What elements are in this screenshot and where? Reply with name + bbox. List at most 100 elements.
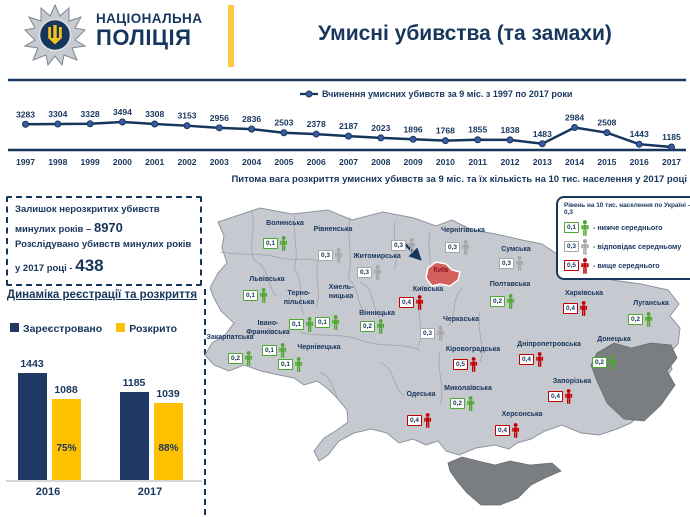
person-icon [279, 343, 287, 358]
person-icon [581, 238, 589, 255]
region-marker: 0,3 [499, 256, 524, 271]
region-label: Полтавська [489, 281, 531, 288]
svg-text:2956: 2956 [210, 113, 229, 123]
region-marker: 0,2 [628, 312, 653, 327]
svg-text:2023: 2023 [371, 123, 390, 133]
unsolved-line1-value: 8970 [93, 219, 123, 235]
region-marker: 0,4 [495, 423, 520, 438]
map-legend-title: Рівень на 10 тис. населення по Україні –… [564, 202, 690, 216]
legend-registered: Зареєстровано [10, 323, 102, 335]
svg-text:2014: 2014 [565, 157, 584, 167]
solved-swatch [116, 323, 126, 332]
person-icon [295, 357, 303, 372]
svg-text:2013: 2013 [533, 157, 552, 167]
solved-percent-label: 75% [56, 443, 77, 454]
svg-text:2001: 2001 [145, 157, 164, 167]
person-icon [424, 413, 432, 428]
person-icon [332, 315, 340, 330]
svg-text:3308: 3308 [145, 109, 164, 119]
map-legend-item: 0,3 - відповідає середньому [564, 237, 690, 256]
region-label: Черкаська [442, 316, 480, 323]
region-marker: 0,4 [548, 389, 573, 404]
region-label: Харківська [564, 290, 604, 297]
unsolved-line2-text: Розслідувано убивств минулих років у 201… [15, 238, 192, 274]
person-icon [470, 357, 478, 372]
trend-chart: Вчинення умисних убивств за 9 міс. з 199… [8, 78, 686, 167]
region-marker: 0,4 [519, 352, 544, 367]
legend-solved: Розкрито [116, 323, 177, 335]
person-icon [377, 319, 385, 334]
region-label: Луганська [633, 300, 669, 307]
bar-year-label: 2017 [137, 486, 163, 498]
svg-text:1997: 1997 [16, 157, 35, 167]
region-marker: 0,4 [563, 301, 588, 316]
person-icon [374, 265, 382, 280]
map-legend-item: 0,1 - нижче середнього [564, 218, 690, 237]
svg-text:1768: 1768 [436, 126, 455, 136]
bar-chart-plot: 1443 75% 1088 1185 88% 1039 [6, 350, 202, 482]
region-marker: 0,3 [420, 326, 445, 341]
region-label: Терно- пільська [283, 290, 315, 306]
registered-swatch [10, 323, 19, 332]
svg-text:2010: 2010 [436, 157, 455, 167]
svg-text:2017: 2017 [662, 157, 681, 167]
bar-value-label: 1088 [54, 384, 78, 396]
svg-text:2836: 2836 [242, 114, 261, 124]
region-marker: 0,2 [592, 355, 617, 370]
svg-text:1443: 1443 [630, 129, 649, 139]
bar-year-label: 2016 [35, 486, 61, 498]
svg-text:1999: 1999 [81, 157, 100, 167]
person-icon [645, 312, 653, 327]
bar-registered [18, 373, 47, 480]
region-label: Запорізька [552, 378, 592, 385]
solved-percent-label: 88% [158, 443, 179, 454]
region-marker: 0,2 [228, 351, 253, 366]
region-marker: 0,3 [445, 240, 470, 255]
region-label: Чернівецька [297, 344, 341, 351]
svg-text:1185: 1185 [662, 132, 681, 142]
person-icon [280, 236, 288, 251]
region-marker: 0,5 [453, 357, 478, 372]
svg-text:2000: 2000 [113, 157, 132, 167]
region-label: Житомирська [353, 253, 401, 260]
region-marker: 0,2 [450, 396, 475, 411]
region-label: Хмель- ницька [328, 284, 354, 300]
person-icon [609, 355, 617, 370]
region-label: Одеська [406, 391, 436, 398]
region-label: Львівська [249, 276, 285, 283]
person-icon [536, 352, 544, 367]
brand-line2: ПОЛІЦІЯ [96, 25, 192, 51]
bar-value-label: 1443 [20, 358, 44, 370]
vertical-dashed-separator [204, 289, 206, 515]
svg-text:2006: 2006 [307, 157, 326, 167]
svg-text:2002: 2002 [177, 157, 196, 167]
svg-text:2187: 2187 [339, 121, 358, 131]
svg-text:1483: 1483 [533, 129, 552, 139]
region-marker: 0,1 [262, 343, 287, 358]
person-icon [512, 423, 520, 438]
region-marker: 0,1 [278, 357, 303, 372]
region-marker: 0,4 [407, 413, 432, 428]
person-icon [260, 288, 268, 303]
svg-text:2016: 2016 [630, 157, 649, 167]
region-label: Донецька [597, 336, 631, 343]
occupied-crimea [447, 456, 562, 506]
svg-text:2984: 2984 [565, 113, 584, 123]
svg-text:2007: 2007 [339, 157, 358, 167]
svg-text:1896: 1896 [404, 124, 423, 134]
brand-line1: НАЦІОНАЛЬНА [96, 11, 203, 26]
svg-text:Вчинення умисних убивств за 9: Вчинення умисних убивств за 9 міс. з 199… [322, 89, 572, 99]
person-icon [416, 295, 424, 310]
page-title: Умисні убивства (та замахи) [318, 22, 612, 45]
region-label: Чернігівська [441, 227, 485, 234]
kyiv-city-marker: 0,3 [391, 238, 416, 253]
region-marker: 0,4 [399, 295, 424, 310]
svg-text:3153: 3153 [177, 111, 196, 121]
region-label: Херсонська [501, 411, 543, 418]
svg-text:1838: 1838 [500, 125, 519, 135]
person-icon [306, 317, 314, 332]
unsolved-line1-text: Залишок нерозкритих убивств минулих рокі… [15, 204, 160, 235]
svg-text:2005: 2005 [274, 157, 293, 167]
region-label: Дніпропетровська [517, 341, 581, 348]
region-label: Кіровоградська [445, 346, 501, 353]
